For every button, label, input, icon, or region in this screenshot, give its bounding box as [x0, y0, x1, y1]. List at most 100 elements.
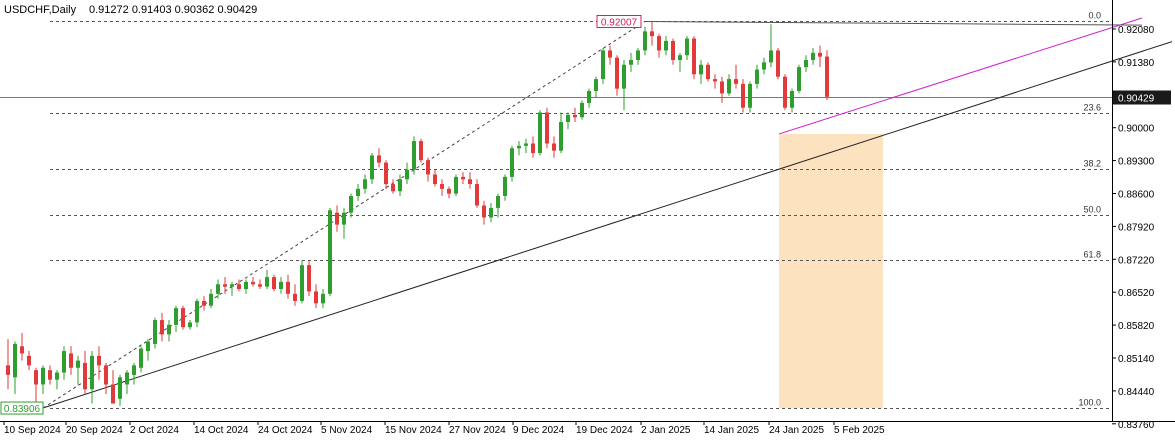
candle-body	[552, 143, 556, 151]
candle-body	[503, 176, 507, 196]
candle-body	[510, 148, 514, 177]
low-price-label: 0.83906	[4, 404, 41, 415]
candle-body	[804, 59, 808, 68]
price-tick-label: 0.90000	[1118, 124, 1155, 135]
low-price-label-box	[0, 401, 44, 415]
candle-body	[545, 112, 549, 144]
annotation-labels-layer: 0.92007 0.83906	[0, 14, 642, 415]
candle-body	[573, 114, 577, 118]
candle-body	[601, 50, 605, 80]
fib-anchor-line	[42, 21, 646, 409]
candle-body	[769, 50, 773, 63]
price-tick-label: 0.86520	[1118, 288, 1155, 299]
candle-body	[405, 169, 409, 180]
candle-body	[356, 188, 360, 196]
candle-body	[440, 184, 444, 189]
time-tick-label: 2 Jan 2025	[641, 425, 691, 436]
candle-body	[349, 195, 353, 213]
candle-body	[209, 293, 213, 306]
candle-body	[797, 67, 801, 92]
candle-body	[251, 281, 255, 285]
candle-body	[587, 91, 591, 103]
chart-header-symbol: USDCHF,Daily	[4, 4, 77, 16]
price-tick-label: 0.84440	[1118, 387, 1155, 398]
candle-body	[13, 343, 17, 378]
current-price-badge	[1113, 90, 1171, 105]
price-tick-label: 0.83760	[1118, 420, 1155, 431]
fib-level-label: 38.2	[1083, 159, 1101, 169]
retracement-zone	[779, 133, 883, 409]
candle-body	[671, 40, 675, 60]
candle-body	[6, 365, 10, 375]
price-tick-label: 0.85140	[1118, 354, 1155, 365]
time-tick-label: 9 Dec 2024	[513, 425, 565, 436]
candle-body	[664, 40, 668, 51]
candle-body	[734, 79, 738, 84]
candle-body	[370, 155, 374, 180]
candle-body	[727, 79, 731, 94]
candle-body	[244, 281, 248, 290]
candle-body	[615, 57, 619, 89]
candle-body	[755, 69, 759, 84]
candle-body	[790, 91, 794, 108]
candle-body	[433, 174, 437, 185]
candle-body	[125, 372, 129, 385]
candle-body	[377, 155, 381, 163]
candle-body	[496, 195, 500, 208]
candle-body	[461, 176, 465, 180]
candle-body	[391, 184, 395, 192]
candle-body	[272, 277, 276, 290]
current-price-label: 0.90429	[1118, 94, 1155, 105]
channel-line	[778, 17, 1143, 135]
candle-body	[174, 308, 178, 325]
candle-body	[818, 52, 822, 57]
candle-body	[202, 300, 206, 306]
time-tick-label: 19 Dec 2024	[576, 425, 633, 436]
fib-level-label: 23.6	[1083, 103, 1101, 113]
candle-body	[608, 50, 612, 58]
candle-body	[531, 143, 535, 154]
price-tick-label: 0.88600	[1118, 190, 1155, 201]
candle-body	[286, 281, 290, 294]
time-tick-label: 14 Jan 2025	[704, 425, 759, 436]
candle-body	[482, 205, 486, 218]
candle-body	[104, 365, 108, 385]
candle-body	[48, 370, 52, 380]
candle-body	[335, 212, 339, 225]
candle-body	[412, 141, 416, 170]
time-tick-label: 27 Nov 2024	[449, 425, 506, 436]
candle-body	[223, 284, 227, 287]
chart-header-ohlc: 0.91272 0.91403 0.90362 0.90429	[89, 4, 257, 16]
time-tick-label: 5 Feb 2025	[834, 425, 885, 436]
candle-body	[489, 207, 493, 218]
time-tick-label: 24 Jan 2025	[769, 425, 824, 436]
candle-body	[566, 114, 570, 123]
candle-body	[685, 38, 689, 56]
candle-body	[27, 355, 31, 366]
candle-body	[328, 210, 332, 294]
candle-body	[188, 322, 192, 328]
candle-body	[825, 56, 829, 97]
candle-body	[62, 351, 66, 373]
candle-body	[55, 372, 59, 380]
candle-body	[279, 281, 283, 290]
candle-body	[741, 83, 745, 108]
candle-body	[538, 112, 542, 154]
candle-body	[650, 31, 654, 37]
candle-body	[384, 162, 388, 185]
price-tick-label: 0.87220	[1118, 255, 1155, 266]
candles-layer	[6, 21, 829, 409]
candle-body	[419, 141, 423, 161]
candle-body	[643, 31, 647, 51]
fib-level-label: 50.0	[1083, 205, 1101, 215]
candle-body	[622, 64, 626, 89]
candle-body	[160, 320, 164, 335]
candle-body	[475, 184, 479, 206]
candle-body	[454, 176, 458, 194]
candle-body	[692, 38, 696, 75]
fib-level-label: 0.0	[1088, 11, 1101, 21]
candle-body	[580, 102, 584, 118]
candle-body	[629, 59, 633, 65]
